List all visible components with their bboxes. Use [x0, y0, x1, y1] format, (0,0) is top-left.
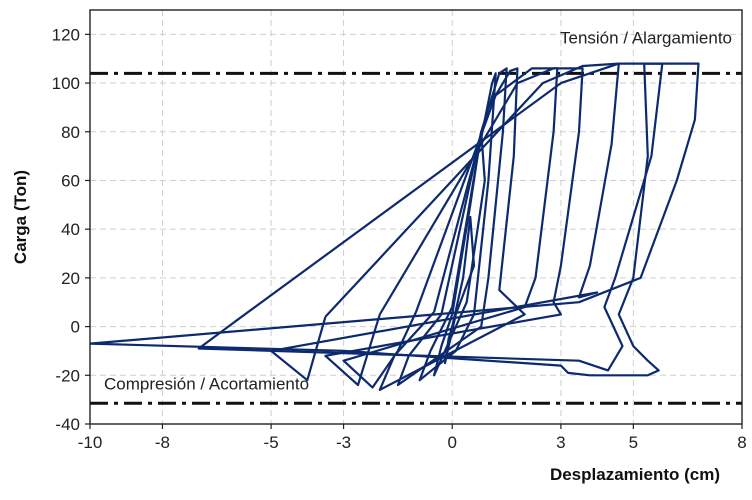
hysteresis-loop [324, 67, 584, 387]
x-tick-label: -8 [155, 433, 170, 452]
y-tick-label: 60 [61, 171, 80, 190]
hysteresis-loop [378, 67, 526, 391]
hysteresis-loop [89, 62, 700, 377]
reference-label-tension: Tensión / Alargamiento [560, 28, 732, 47]
data-series [89, 62, 700, 391]
hysteresis-loop [342, 67, 559, 389]
hysteresis-loop [270, 62, 620, 382]
reference-lines [90, 71, 742, 405]
y-tick-label: 80 [61, 123, 80, 142]
x-tick-label: -5 [264, 433, 279, 452]
x-tick-label: 8 [737, 433, 746, 452]
axis-ticks: -10 -8 -5 -3 0 3 5 8 -40 -20 0 20 40 60 80 100 120 [52, 25, 747, 452]
x-tick-label: 5 [629, 433, 638, 452]
y-tick-label: -20 [55, 366, 80, 385]
x-tick-label: -10 [78, 433, 103, 452]
y-tick-label: 0 [71, 318, 80, 337]
y-tick-label: 40 [61, 220, 80, 239]
hysteresis-loop [197, 62, 664, 372]
plot-frame [89, 9, 743, 425]
x-axis-title: Desplazamiento (cm) [550, 465, 720, 484]
reference-label-compression: Compresión / Acortamiento [104, 374, 309, 393]
y-tick-label: 20 [61, 269, 80, 288]
y-axis-title: Carga (Ton) [11, 170, 30, 264]
x-tick-label: 0 [447, 433, 456, 452]
y-tick-label: -40 [55, 415, 80, 434]
y-tick-label: 120 [52, 25, 80, 44]
x-tick-label: -3 [336, 433, 351, 452]
x-tick-label: 3 [556, 433, 565, 452]
y-tick-label: 100 [52, 74, 80, 93]
